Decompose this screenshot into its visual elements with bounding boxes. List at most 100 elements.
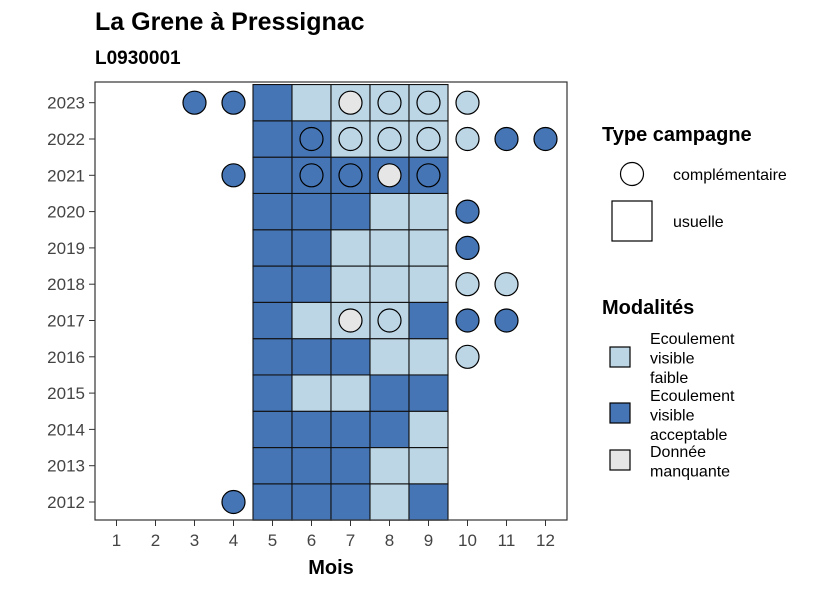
x-tick-label-8: 8 [385, 531, 394, 550]
y-tick-label-2020: 2020 [47, 203, 85, 222]
legend-type-label-0: complémentaire [673, 167, 787, 184]
chart-title: La Grene à Pressignac [95, 8, 365, 36]
point-2020-10 [455, 199, 480, 224]
tile-2013-8 [369, 446, 410, 485]
point-2022-9 [416, 126, 441, 152]
tile-2015-9 [408, 374, 449, 412]
tile-2019-6 [291, 229, 332, 267]
point-2017-8 [377, 308, 402, 333]
tile-2014-9 [408, 410, 449, 449]
tile-2016-5 [252, 338, 293, 376]
point-2023-3 [182, 90, 207, 115]
point-2018-11 [494, 272, 519, 297]
tile-2018-8 [369, 265, 410, 303]
legend-key-acceptable [609, 402, 631, 424]
y-tick-label-2014: 2014 [47, 420, 85, 439]
tile-2015-7 [330, 374, 371, 412]
tile-2020-8 [369, 192, 410, 231]
tile-2012-7 [330, 483, 371, 521]
tile-2023-5 [252, 84, 293, 122]
legend-label-acceptable: Ecoulement [650, 388, 735, 405]
tile-2012-6 [291, 483, 332, 521]
x-tick-label-6: 6 [307, 531, 316, 550]
legend-label-manquante: Donnée [650, 444, 706, 461]
point-2023-4 [221, 90, 246, 115]
tile-2015-6 [291, 374, 332, 412]
tile-2013-5 [252, 446, 293, 485]
legend-label-faible: faible [650, 370, 688, 387]
point-2023-10 [455, 90, 480, 115]
tile-2018-5 [252, 265, 293, 303]
legend-type-label-1: usuelle [673, 214, 724, 231]
x-tick-label-7: 7 [346, 531, 355, 550]
panel-border [94, 81, 568, 521]
x-tick-label-2: 2 [151, 531, 160, 550]
chart-subtitle: L0930001 [95, 48, 181, 69]
y-tick-label-2017: 2017 [47, 312, 85, 331]
legend-modalites-title: Modalités [602, 297, 694, 319]
tile-2020-6 [291, 192, 332, 231]
tile-2013-6 [291, 446, 332, 485]
point-2022-8 [377, 126, 402, 152]
tile-2019-5 [252, 229, 293, 267]
y-tick-label-2016: 2016 [47, 348, 85, 367]
tile-layer [252, 84, 449, 521]
tile-2016-8 [369, 338, 410, 376]
tile-2023-6 [291, 84, 332, 122]
axes: 2012 2013 2014 2015 2016 2017 2018 2019 2020 2021… [47, 94, 555, 550]
point-2021-7 [338, 163, 363, 188]
x-tick-label-3: 3 [190, 531, 199, 550]
tile-2013-9 [408, 446, 449, 485]
y-tick-label-2018: 2018 [47, 275, 85, 294]
legend-label-acceptable: acceptable [650, 427, 727, 444]
legend-square-key [611, 200, 653, 242]
tile-2016-6 [291, 338, 332, 376]
point-2017-11 [494, 308, 519, 333]
y-tick-label-2019: 2019 [47, 239, 85, 258]
y-tick-label-2022: 2022 [47, 130, 85, 149]
tile-2019-8 [369, 229, 410, 267]
tile-2018-6 [291, 265, 332, 303]
x-tick-label-5: 5 [268, 531, 277, 550]
tile-2016-9 [408, 338, 449, 376]
legend-label-faible: visible [650, 351, 695, 368]
tile-2017-5 [252, 301, 293, 340]
legend: Type campagne complémentaire usuelle Modali… [602, 124, 787, 481]
tile-2014-7 [330, 410, 371, 449]
legend-label-faible: Ecoulement [650, 331, 735, 348]
tile-2014-5 [252, 410, 293, 449]
tile-2012-9 [408, 483, 449, 521]
x-tick-label-10: 10 [458, 531, 477, 550]
point-2022-12 [533, 126, 558, 152]
tile-2020-7 [330, 192, 371, 231]
y-tick-label-2015: 2015 [47, 384, 85, 403]
point-2017-10 [455, 308, 480, 333]
legend-key-faible [609, 346, 631, 368]
tile-2014-6 [291, 410, 332, 449]
point-2021-6 [299, 163, 324, 188]
y-tick-label-2021: 2021 [47, 166, 85, 185]
x-tick-label-12: 12 [536, 531, 555, 550]
tile-2013-7 [330, 446, 371, 485]
y-tick-label-2012: 2012 [47, 493, 85, 512]
tile-2012-5 [252, 483, 293, 521]
point-2017-7 [338, 308, 363, 333]
tile-2017-6 [291, 301, 332, 340]
tile-2014-8 [369, 410, 410, 449]
x-tick-label-9: 9 [424, 531, 433, 550]
legend-key-manquante [609, 449, 631, 471]
x-tick-label-11: 11 [498, 531, 516, 550]
point-2019-10 [455, 235, 480, 260]
point-2022-10 [455, 126, 480, 152]
point-2021-8 [377, 163, 402, 188]
tile-2019-9 [408, 229, 449, 267]
tile-2019-7 [330, 229, 371, 267]
tile-2015-5 [252, 374, 293, 412]
point-2021-9 [416, 163, 441, 188]
tile-2022-5 [252, 120, 293, 158]
tile-2018-9 [408, 265, 449, 303]
tile-2012-8 [369, 483, 410, 521]
x-axis-label: Mois [308, 557, 354, 579]
